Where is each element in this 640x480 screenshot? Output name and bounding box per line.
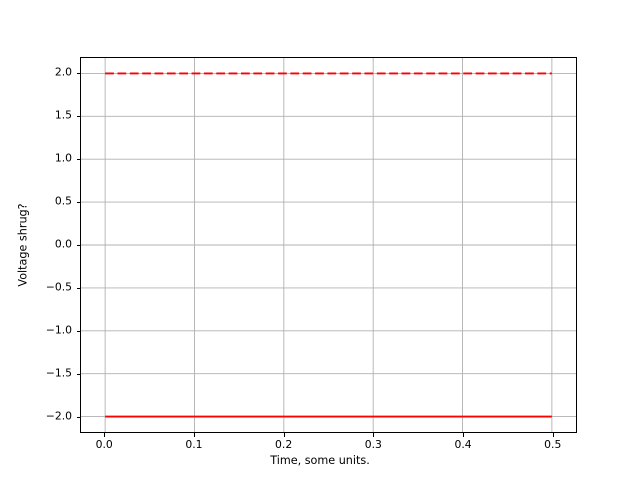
y-tick-mark bbox=[76, 374, 80, 376]
y-tick-mark bbox=[76, 158, 80, 160]
x-tick-mark bbox=[104, 433, 106, 437]
y-tick-mark bbox=[76, 288, 80, 290]
x-tick-mark bbox=[552, 433, 554, 437]
x-tick-mark bbox=[463, 433, 465, 437]
y-tick-mark bbox=[76, 331, 80, 333]
y-tick-label: −0.5 bbox=[45, 280, 72, 294]
y-tick-mark bbox=[76, 72, 80, 74]
x-tick-label: 0.2 bbox=[275, 438, 293, 451]
x-tick-label: 0.4 bbox=[454, 438, 472, 451]
y-tick-label: 1.5 bbox=[54, 108, 72, 122]
y-axis-label: Voltage shrug? bbox=[16, 203, 30, 287]
x-tick-label: 0.1 bbox=[185, 438, 203, 451]
x-tick-label: 0.5 bbox=[544, 438, 562, 451]
y-tick-label: 0.0 bbox=[54, 237, 72, 251]
y-tick-label: −1.0 bbox=[45, 323, 72, 337]
x-axis-label: Time, some units. bbox=[270, 454, 370, 467]
y-tick-label: 1.0 bbox=[54, 151, 72, 165]
y-tick-label: −2.0 bbox=[45, 410, 72, 424]
y-tick-label: −1.5 bbox=[45, 366, 72, 380]
x-tick-label: 0.3 bbox=[364, 438, 382, 451]
y-tick-mark bbox=[76, 417, 80, 419]
plot-canvas bbox=[81, 58, 576, 432]
y-tick-label: 2.0 bbox=[54, 65, 72, 79]
y-tick-mark bbox=[76, 245, 80, 246]
data-series-group bbox=[105, 72, 552, 418]
y-axis-label-container: Voltage shrug? bbox=[14, 57, 32, 433]
y-tick-mark bbox=[76, 201, 80, 203]
x-tick-mark bbox=[193, 433, 195, 437]
x-tick-label: 0.0 bbox=[95, 438, 113, 451]
x-tick-mark bbox=[283, 433, 285, 437]
plot-axes bbox=[80, 57, 577, 433]
y-tick-label: 0.5 bbox=[54, 194, 72, 208]
y-gridlines bbox=[81, 72, 576, 418]
x-tick-mark bbox=[373, 433, 375, 437]
y-tick-mark bbox=[76, 115, 80, 117]
